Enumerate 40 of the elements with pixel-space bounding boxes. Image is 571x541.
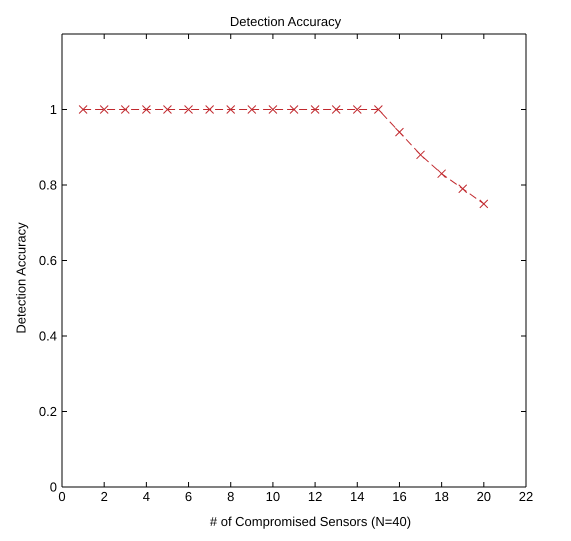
y-axis-title: Detection Accuracy (14, 222, 28, 334)
point (352, 105, 362, 114)
x-tick-label: 22 (518, 489, 534, 504)
y-tick-label: 0.4 (38, 328, 57, 344)
y-tick-label: 0 (50, 480, 57, 495)
y-tick-label: 0.6 (38, 253, 57, 268)
point (332, 105, 341, 114)
x-tick-label: 16 (392, 489, 407, 504)
x-tick-label: 12 (308, 489, 322, 504)
point (374, 105, 383, 114)
point (184, 105, 194, 114)
chart-title: Detection Accuracy (228, 14, 342, 29)
x-tick-label: 6 (184, 489, 192, 504)
point (268, 105, 278, 114)
x-tick-label: 20 (476, 489, 492, 504)
point (437, 169, 446, 178)
x-axis-title: # of Compromised Sensors (N=40) (208, 514, 412, 529)
point (142, 105, 151, 114)
x-tick-label: 18 (434, 489, 449, 504)
y-tick-label: 1 (50, 102, 57, 118)
point (479, 199, 488, 208)
y-tick-label: 0.8 (38, 178, 57, 193)
point (458, 184, 468, 194)
point (120, 105, 130, 114)
point (247, 105, 256, 114)
x-tick-label: 8 (227, 489, 234, 504)
y-tick-label: 0.2 (38, 404, 57, 420)
point (394, 128, 404, 137)
point (78, 105, 88, 114)
x-tick-label: 2 (100, 489, 108, 504)
point (290, 105, 298, 114)
point (226, 105, 236, 114)
x-tick-label: 4 (142, 489, 150, 504)
x-tick-label: 14 (350, 489, 365, 504)
point (416, 150, 426, 160)
point (100, 105, 109, 114)
point (205, 105, 214, 114)
point (162, 105, 172, 114)
point (310, 105, 320, 114)
x-tick-label: 10 (266, 489, 280, 504)
